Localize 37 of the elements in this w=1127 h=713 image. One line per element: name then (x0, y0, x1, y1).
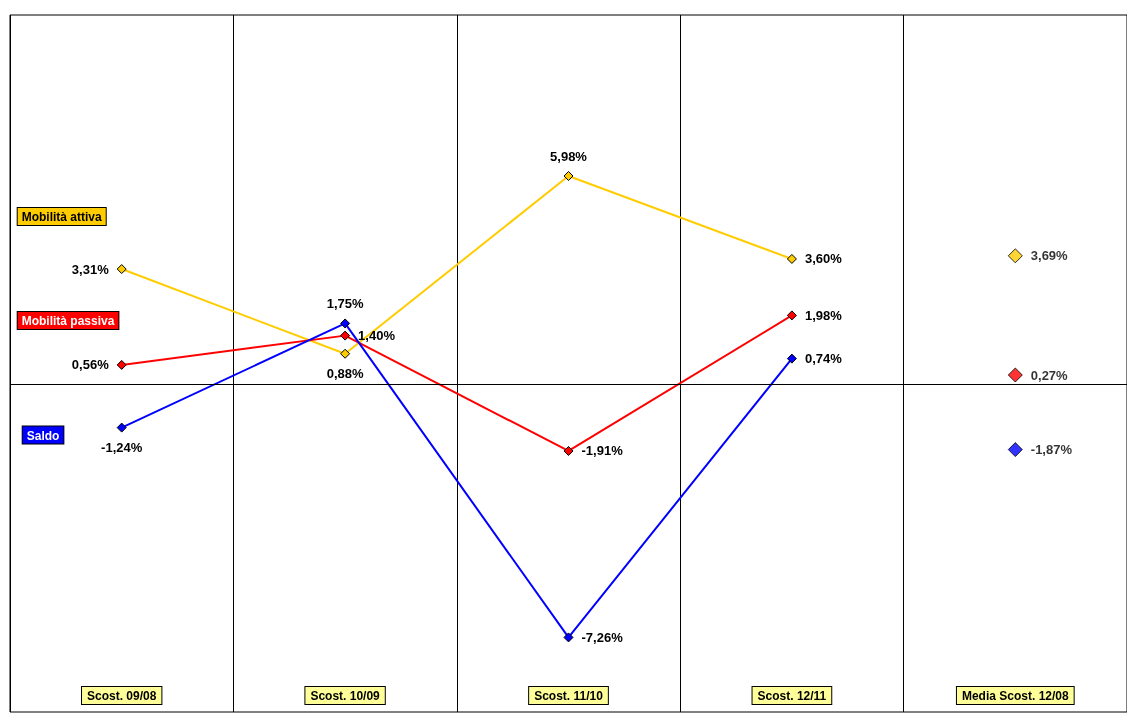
data-label: -1,24% (101, 439, 143, 455)
point (1007, 248, 1023, 264)
point (116, 264, 127, 275)
data-label: 0,56% (71, 357, 110, 373)
text: Mobilità attiva (21, 210, 103, 225)
data-label: -7,26% (581, 629, 624, 645)
point (340, 348, 351, 359)
point (563, 445, 574, 456)
data-label: -1,87% (1030, 442, 1073, 458)
x-tick-label: Scost. 12/11 (757, 689, 827, 703)
data-label: 3,31% (71, 261, 110, 277)
point (116, 359, 127, 370)
point (116, 422, 127, 433)
data-label: 1,98% (804, 307, 843, 323)
point (1007, 367, 1023, 383)
data-label: -1,91% (581, 443, 624, 459)
data-label: 1,75% (326, 296, 364, 312)
x-tick-label: Scost. 09/08 (87, 689, 157, 703)
point (1007, 442, 1023, 458)
point (786, 353, 797, 364)
data-label: 3,69% (1030, 248, 1069, 264)
x-tick-label: Scost. 11/10 (534, 689, 604, 703)
text: Saldo (26, 428, 60, 443)
text: Mobilità passiva (21, 313, 115, 328)
x-tick-label: Media Scost. 12/08 (961, 689, 1069, 703)
data-label: 5,98% (550, 149, 588, 165)
point (786, 310, 797, 321)
x-tick-label: Scost. 10/09 (310, 689, 381, 703)
point (563, 171, 574, 182)
point (340, 330, 351, 341)
data-label: 3,60% (804, 251, 843, 267)
data-label: 0,27% (1030, 367, 1069, 383)
point (786, 253, 797, 264)
point (340, 318, 351, 329)
data-label: 0,74% (804, 351, 843, 367)
data-label: 0,88% (326, 365, 364, 381)
point (563, 632, 574, 643)
